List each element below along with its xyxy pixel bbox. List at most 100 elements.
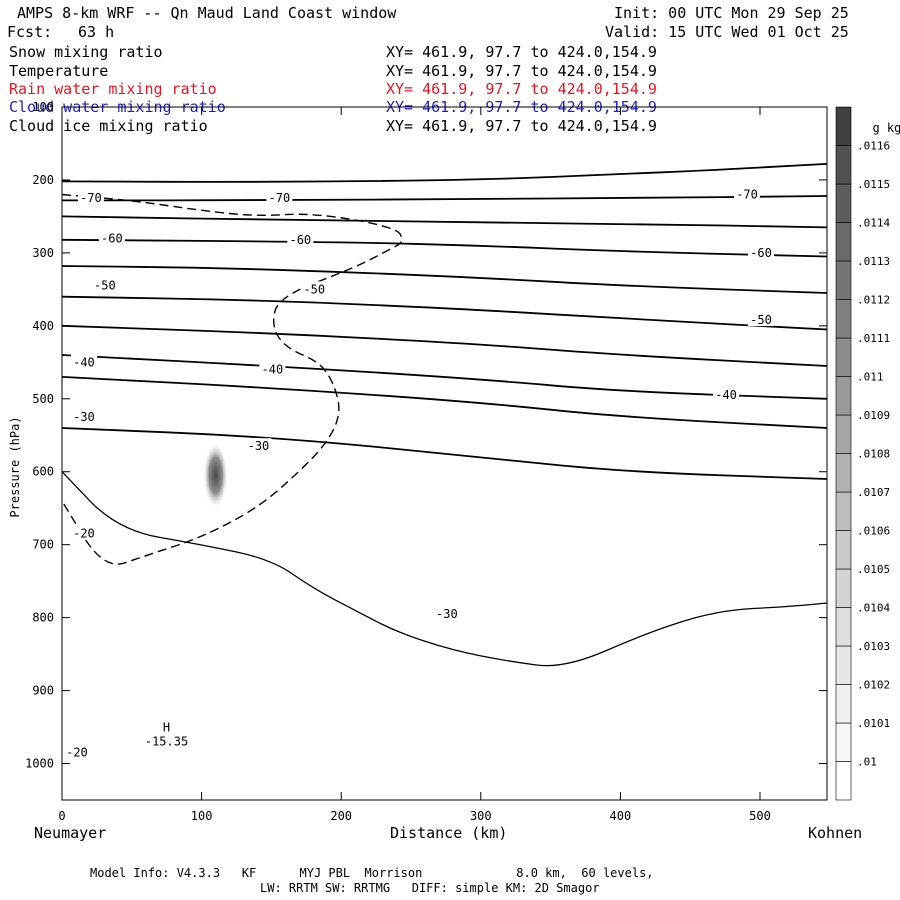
colorbar-label-1: .0101: [857, 717, 890, 730]
y-tick-label-300: 300: [32, 246, 54, 260]
colorbar-swatch-14: [835, 222, 852, 262]
contour-label-bg-1: [266, 190, 293, 205]
isotherm-minus50-4: [61, 265, 828, 294]
colorbar-label-15: .0115: [857, 178, 890, 191]
y-axis-label: Pressure (hPa): [8, 416, 22, 518]
contour-label-15: -20: [66, 746, 88, 760]
contour-label-bg-3: [98, 230, 125, 245]
contour-label-5: -60: [750, 246, 772, 260]
isotherm-minus70-1: [62, 195, 828, 202]
chart-title: AMPS 8-km WRF -- Qn Maud Land Coast wind…: [17, 4, 397, 22]
contour-label-bg-9: [70, 354, 97, 369]
contour-label-bg-13: [245, 438, 272, 453]
colorbar-label-5: .0105: [857, 563, 890, 576]
colorbar-swatch-1: [835, 722, 852, 762]
colorbar-label-0: .01: [857, 756, 877, 769]
colorbar-swatch-9: [835, 414, 852, 454]
high-marker-label: H: [163, 721, 170, 735]
contour-label-13: -30: [248, 439, 270, 453]
colorbar-swatch-5: [835, 568, 852, 608]
contour-label-bg-7: [301, 281, 328, 296]
field-snow-xy: XY= 461.9, 97.7 to 424.0,154.9: [386, 43, 657, 61]
x-tick-label-0: 0: [58, 809, 65, 823]
colorbar-label-3: .0103: [857, 640, 890, 653]
contour-label-bg-16: [433, 605, 460, 620]
isotherm-minus70-0: [61, 163, 828, 183]
contour-label-bg-11: [713, 387, 740, 402]
contour-label-bg-15: [63, 744, 90, 759]
field-temperature-xy: XY= 461.9, 97.7 to 424.0,154.9: [386, 62, 657, 80]
contour-label-11: -40: [715, 388, 737, 402]
contour-label-bg-10: [259, 361, 286, 376]
isotherm-minus40-7: [61, 354, 828, 400]
colorbar-swatch-17: [835, 106, 852, 146]
contour-label-8: -50: [750, 313, 772, 327]
isotherm-minus60-3: [61, 238, 828, 258]
isotherm-minus60-2: [61, 215, 828, 229]
x-tick-label-100: 100: [191, 809, 213, 823]
y-tick-label-400: 400: [32, 319, 54, 333]
colorbar-swatch-0: [835, 761, 852, 801]
colorbar-label-14: .0114: [857, 217, 890, 230]
left-endpoint-label: Neumayer: [34, 824, 107, 842]
y-tick-label-100: 100: [32, 100, 54, 114]
contour-label-6: -50: [94, 279, 116, 293]
contour-label-16: -30: [436, 607, 458, 621]
colorbar-label-10: .011: [857, 371, 884, 384]
colorbar-swatch-15: [835, 183, 852, 223]
contour-label-bg-6: [91, 277, 118, 292]
model-info-line2: LW: RRTM SW: RRTMG DIFF: simple KM: 2D S…: [260, 881, 600, 895]
forecast-hours: 63 h: [78, 23, 115, 41]
colorbar-swatch-4: [835, 607, 852, 647]
x-tick-label-400: 400: [610, 809, 632, 823]
colorbar-swatch-16: [835, 145, 852, 185]
forecast-label: Fcst:: [7, 23, 53, 41]
colorbar-swatch-6: [835, 530, 852, 570]
y-tick-label-1000: 1000: [25, 757, 54, 771]
y-tick-label-500: 500: [32, 392, 54, 406]
colorbar-swatch-3: [835, 645, 852, 685]
contour-label-bg-0: [77, 190, 104, 205]
isotherm-minus30-8: [61, 376, 828, 429]
contour-label-9: -40: [73, 355, 95, 369]
x-tick-label-200: 200: [330, 809, 352, 823]
contour-label-1: -70: [269, 191, 291, 205]
colorbar-label-16: .0116: [857, 140, 890, 153]
colorbar-label-9: .0109: [857, 409, 890, 422]
colorbar-label-8: .0108: [857, 448, 890, 461]
x-tick-label-300: 300: [470, 809, 492, 823]
contour-label-12: -30: [73, 410, 95, 424]
field-rain-xy: XY= 461.9, 97.7 to 424.0,154.9: [386, 80, 657, 98]
colorbar-label-7: .0107: [857, 486, 890, 499]
colorbar-label-2: .0102: [857, 679, 890, 692]
right-endpoint-label: Kohnen: [808, 824, 863, 842]
isotherm-minus30-9: [61, 427, 828, 480]
y-tick-label-900: 900: [32, 684, 54, 698]
y-tick-label-800: 800: [32, 611, 54, 625]
field-temperature-name: Temperature: [9, 62, 109, 80]
init-time: Init: 00 UTC Mon 29 Sep 25: [614, 4, 849, 22]
contour-label-14: -20: [73, 527, 95, 541]
colorbar-label-4: .0104: [857, 602, 890, 615]
colorbar-unit-base: g kg: [872, 121, 900, 135]
high-marker-value: -15.35: [145, 735, 188, 749]
plot-frame: [61, 106, 828, 801]
colorbar-swatch-8: [835, 453, 852, 493]
colorbar-unit: g kg-1: [858, 104, 900, 135]
contour-label-bg-8: [747, 312, 774, 327]
y-tick-label-700: 700: [32, 538, 54, 552]
y-tick-label-600: 600: [32, 465, 54, 479]
colorbar-label-6: .0106: [857, 525, 890, 538]
contour-label-bg-2: [734, 186, 761, 201]
colorbar-label-11: .0111: [857, 332, 890, 345]
contour-label-2: -70: [736, 188, 758, 202]
contour-label-7: -50: [303, 282, 325, 296]
contour-label-3: -60: [101, 231, 123, 245]
field-cloud-ice-xy: XY= 461.9, 97.7 to 424.0,154.9: [386, 117, 657, 135]
isotherm-minus40-6: [61, 324, 828, 367]
colorbar-swatch-11: [835, 337, 852, 377]
contour-label-10: -40: [262, 363, 284, 377]
colorbar-label-12: .0112: [857, 294, 890, 307]
colorbar-swatch-10: [835, 376, 852, 416]
